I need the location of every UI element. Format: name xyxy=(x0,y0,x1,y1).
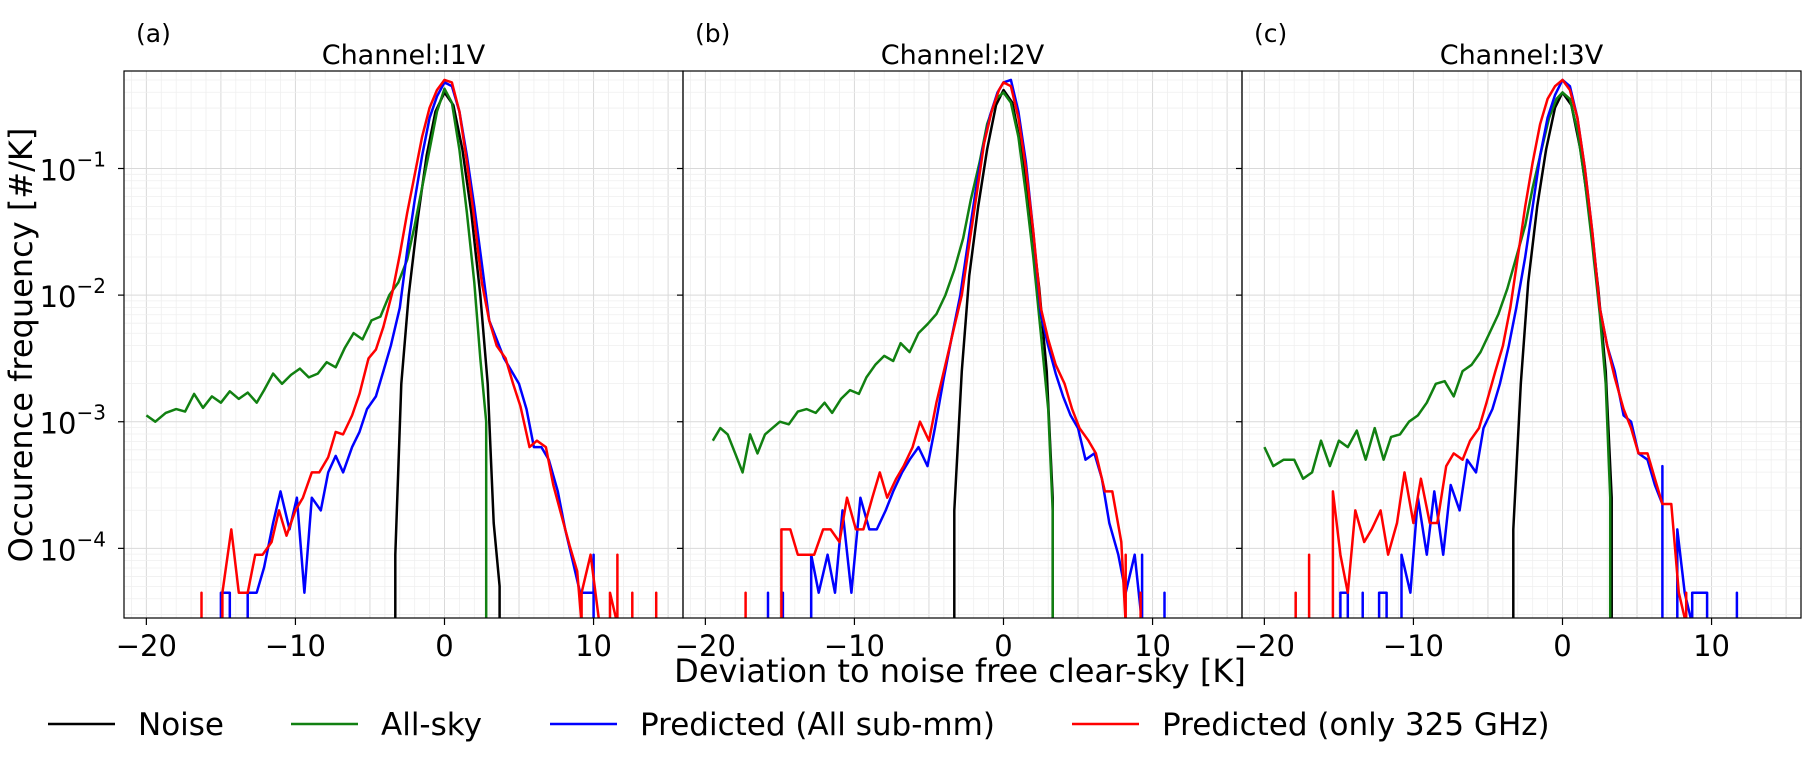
y-axis-label: Occurence frequency [#/K] xyxy=(2,128,40,563)
panel-2: −20 −10 0 10 (b) Channel:I2V xyxy=(675,19,1243,663)
x-tick-label: −20 xyxy=(1234,629,1295,663)
x-tick-label: 0 xyxy=(1553,629,1571,663)
series-all-sky xyxy=(1263,91,1612,618)
x-tick-label: −20 xyxy=(675,629,736,663)
panel-title: Channel:I2V xyxy=(881,40,1045,71)
y-tick-exponent: −2 xyxy=(77,274,106,298)
legend-label: Predicted (All sub-mm) xyxy=(640,707,995,743)
plot-frame xyxy=(682,70,1243,619)
series-predicted-only-325-ghz xyxy=(744,81,1142,618)
x-tick-label: −10 xyxy=(1383,629,1444,663)
panels: −20 −10 0 1010−110−210−310−4(a)Channel:I1V−… xyxy=(40,19,1802,663)
series-all-sky xyxy=(145,87,488,618)
panel-title: Channel:I1V xyxy=(322,40,486,71)
series-predicted-all-sub-mm xyxy=(1339,78,1739,618)
series-noise xyxy=(394,91,501,618)
series-predicted-all-sub-mm xyxy=(766,78,1166,618)
series-predicted-only-325-ghz xyxy=(1294,78,1688,618)
x-tick-label: −10 xyxy=(265,629,326,663)
x-tick-label: 10 xyxy=(575,629,612,663)
x-tick-label: −20 xyxy=(116,629,177,663)
series-group xyxy=(711,78,1166,618)
panel-letter: (c) xyxy=(1254,19,1287,48)
panel-1: −20 −10 0 10 10−1 10−2 10−3 10−4 (a) Channel:I1V xyxy=(40,19,684,663)
y-tick-label: 10−2 xyxy=(40,274,106,314)
y-tick-exponent: −1 xyxy=(77,147,106,171)
y-tick-label: 10−3 xyxy=(40,401,106,441)
legend: Noise All-sky Predicted (All sub-mm) Predic… xyxy=(48,707,1550,743)
y-tick-exponent: −4 xyxy=(77,527,106,551)
series-all-sky xyxy=(711,91,1054,618)
legend-label: All-sky xyxy=(381,707,482,743)
x-tick-label: 10 xyxy=(1134,629,1171,663)
series-predicted-only-325-ghz xyxy=(200,78,658,618)
panel-letter: (b) xyxy=(695,19,730,48)
series-group xyxy=(145,78,658,618)
series-noise xyxy=(953,88,1054,618)
grid xyxy=(1242,71,1802,618)
grid xyxy=(683,71,1243,618)
series-predicted-all-sub-mm xyxy=(219,81,595,618)
plot-frame xyxy=(1241,70,1802,619)
panel-title: Channel:I3V xyxy=(1440,40,1604,71)
x-tick-label: −10 xyxy=(824,629,885,663)
legend-label: Noise xyxy=(138,707,224,743)
x-tick-label: 10 xyxy=(1693,629,1730,663)
x-tick-label: 0 xyxy=(994,629,1012,663)
panel-3: −20 −10 0 10 (c) Channel:I3V xyxy=(1234,19,1802,663)
series-group xyxy=(1263,78,1739,618)
panel-letter: (a) xyxy=(136,19,171,48)
x-axis-label: Deviation to noise free clear-sky [K] xyxy=(674,652,1246,690)
x-tick-label: 0 xyxy=(435,629,453,663)
y-tick-label: 10−1 xyxy=(40,147,106,187)
y-tick-exponent: −3 xyxy=(77,401,106,425)
axis-labels: Deviation to noise free clear-sky [K] Oc… xyxy=(2,128,1246,690)
legend-label: Predicted (only 325 GHz) xyxy=(1162,707,1550,743)
y-tick-label: 10−4 xyxy=(40,527,106,567)
